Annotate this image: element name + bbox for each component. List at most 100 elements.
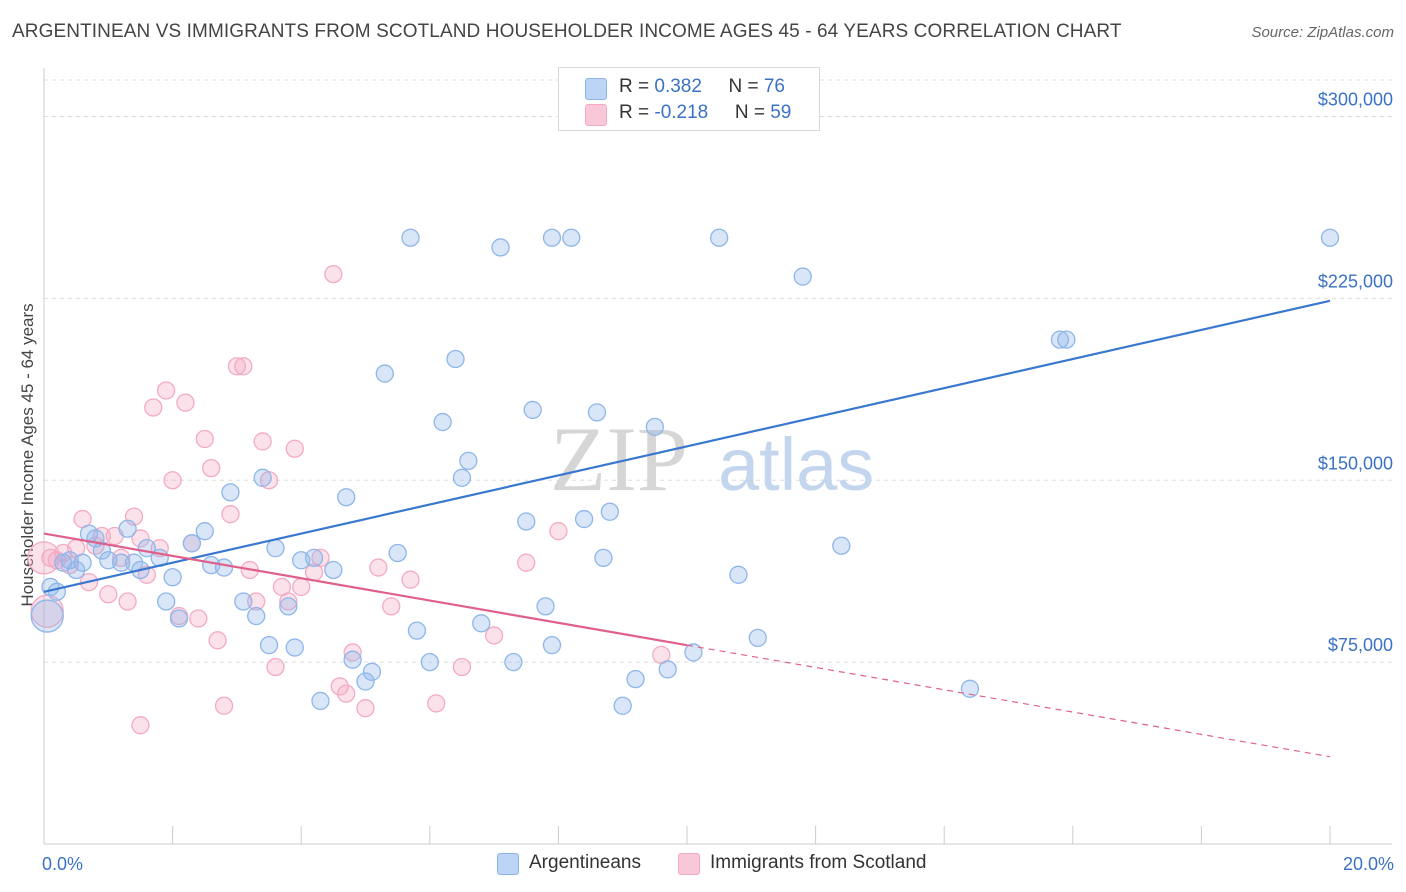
argentineans-point-64 <box>658 660 677 679</box>
argentineans-point-68 <box>748 628 767 648</box>
watermark: ZIP atlas <box>550 408 874 510</box>
scotland-point-28 <box>221 505 240 524</box>
argentineans-point-20 <box>195 522 214 541</box>
scotland-point-47 <box>369 558 388 577</box>
scotland-point-25 <box>202 458 221 478</box>
argentineans-point-73 <box>1057 330 1076 349</box>
argentineans-point-48 <box>472 614 491 633</box>
x-tick-label-min: 0.0% <box>42 854 83 874</box>
argentineans-point-63 <box>645 417 664 437</box>
argentineans-point-30 <box>285 638 304 657</box>
correlation-legend: R = 0.382 N = 76 R = -0.218 N = 59 <box>558 67 820 131</box>
scotland-point-27 <box>214 696 234 715</box>
bottom-legend-label: Immigrants from Scotland <box>710 852 927 873</box>
argentineans-point-24 <box>234 592 253 611</box>
y-tick-label-0: $75,000 <box>1328 635 1393 655</box>
argentineans-point-17 <box>163 568 182 587</box>
scotland-point-52 <box>484 626 504 645</box>
scotland-point-53 <box>517 553 536 572</box>
argentineans-point-59 <box>594 548 613 567</box>
argentineans-point-45 <box>446 349 465 369</box>
scotland-point-58 <box>27 541 61 575</box>
argentineans-point-75 <box>30 599 64 633</box>
source-label: Source: ZipAtlas.com <box>1251 24 1394 41</box>
watermark-zip: ZIP <box>550 408 688 510</box>
argentineans-point-53 <box>536 597 555 616</box>
argentineans-point-39 <box>375 364 394 383</box>
argentineans-point-52 <box>523 400 542 420</box>
argentineans-point-46 <box>452 468 472 487</box>
legend-n-value: 59 <box>770 102 792 123</box>
legend-r-value: -0.218 <box>654 102 709 123</box>
trend-lines <box>43 299 1331 758</box>
scotland-point-9 <box>99 585 118 604</box>
y-tick-label-1: $150,000 <box>1318 453 1393 473</box>
bottom-legend-swatch-pink <box>678 853 700 875</box>
argentineans-point-69 <box>793 267 812 286</box>
scotland-point-32 <box>247 592 266 611</box>
scotland-point-21 <box>176 393 195 412</box>
scotland-point-14 <box>131 529 150 548</box>
argentineans-point-74 <box>1320 228 1340 247</box>
scotland-point-51 <box>452 657 472 677</box>
scotland-point-23 <box>189 609 208 628</box>
argentineans-point-25 <box>247 606 266 626</box>
scotland-point-41 <box>311 548 330 567</box>
legend-r-label: R = <box>619 76 655 97</box>
argentineans-point-62 <box>626 669 645 689</box>
argentineans-point-5 <box>73 553 92 572</box>
scotland-point-29 <box>227 357 247 376</box>
argentineans-point-28 <box>266 539 285 558</box>
scotland-point-39 <box>292 577 311 597</box>
scotland-point-30 <box>234 357 253 376</box>
watermark-atlas: atlas <box>718 423 874 506</box>
argentineans-point-29 <box>279 597 298 616</box>
argentineans-point-16 <box>157 592 176 611</box>
argentineans-point-61 <box>613 696 632 715</box>
argentineans-point-47 <box>459 451 478 471</box>
scotland-point-26 <box>208 631 227 650</box>
argentineans-point-26 <box>253 468 272 487</box>
argentineans-point-40 <box>388 543 407 563</box>
argentineans-point-34 <box>324 560 343 580</box>
argentineans-point-11 <box>118 519 137 538</box>
axes <box>43 68 1392 845</box>
argentineans-point-70 <box>832 536 851 555</box>
argentineans-point-43 <box>420 652 439 672</box>
legend-r-label: R = <box>619 102 655 123</box>
legend-n-label: N = <box>734 102 771 123</box>
argentineans-point-42 <box>407 621 427 640</box>
argentineans-point-41 <box>401 228 420 247</box>
scotland-point-44 <box>337 684 356 703</box>
argentineans-point-27 <box>259 636 279 655</box>
bottom-legend-label: Argentineans <box>529 852 641 873</box>
argentineans-point-22 <box>214 558 234 577</box>
scotland-point-56 <box>131 716 150 735</box>
legend-n-value: 76 <box>763 76 785 97</box>
argentineans-point-50 <box>504 652 523 672</box>
argentineans-point-18 <box>169 609 189 628</box>
argentineans-point-35 <box>337 488 356 507</box>
argentineans-point-32 <box>304 548 324 567</box>
argentineans-point-10 <box>112 553 131 572</box>
scotland-point-49 <box>401 570 420 589</box>
legend-r-value: 0.382 <box>654 76 702 97</box>
argentineans-point-1 <box>47 582 67 601</box>
legend-swatch-pink <box>585 104 607 126</box>
legend-n-label: N = <box>728 76 764 97</box>
argentineans-point-38 <box>362 662 382 681</box>
scotland-point-54 <box>549 522 568 541</box>
argentineans-point-8 <box>92 541 112 560</box>
argentineans-point-4 <box>67 560 86 580</box>
argentineans-point-54 <box>542 636 562 655</box>
argentineans-trend-line <box>43 299 1331 593</box>
scotland-point-12 <box>118 592 137 611</box>
y-tick-label-3: $300,000 <box>1318 90 1393 110</box>
bottom-legend-swatch-blue <box>497 853 519 875</box>
scotland-point-18 <box>157 381 176 400</box>
argentineans-point-51 <box>517 512 536 531</box>
argentineans-point-57 <box>574 509 594 529</box>
scotland-point-16 <box>144 398 163 417</box>
y-tick-label-2: $225,000 <box>1318 271 1393 291</box>
